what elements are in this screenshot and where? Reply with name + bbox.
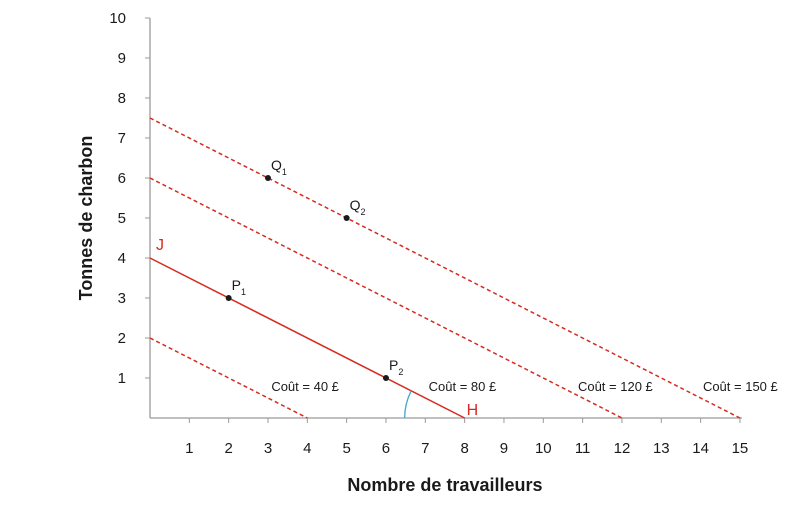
- y-tick-label: 6: [118, 170, 126, 187]
- point-q1: [264, 175, 271, 181]
- y-tick-label: 3: [118, 290, 126, 307]
- y-ticks: 1 2 3 4 5 6 7 8 9 10: [109, 10, 150, 387]
- y-tick-label: 8: [118, 90, 126, 107]
- x-tick-label: 4: [303, 440, 311, 457]
- x-tick-label: 8: [460, 440, 468, 457]
- label-j: J: [156, 237, 164, 254]
- y-tick-label: 7: [118, 130, 126, 147]
- point-label: Q2: [350, 197, 366, 217]
- y-tick-label: 9: [118, 50, 126, 67]
- y-tick-label: 4: [118, 250, 126, 267]
- cost-label: Coût = 40 £: [271, 379, 339, 394]
- budget-lines: [149, 117, 741, 419]
- x-tick-label: 7: [421, 440, 429, 457]
- x-tick-label: 1: [185, 440, 193, 457]
- cost-label: Coût = 120 £: [578, 379, 654, 394]
- x-tick-label: 14: [692, 440, 709, 457]
- isocost-line-dashed: [149, 117, 741, 419]
- point-label: P1: [232, 277, 246, 297]
- y-tick-label: 2: [118, 330, 126, 347]
- y-axis-title: Tonnes de charbon: [76, 136, 96, 301]
- y-tick-label: 5: [118, 210, 126, 227]
- x-tick-label: 10: [535, 440, 552, 457]
- x-tick-label: 11: [575, 440, 591, 457]
- x-tick-label: 12: [614, 440, 631, 457]
- point-p1: [225, 295, 232, 301]
- point-label: Q1: [271, 157, 287, 177]
- y-tick-label: 10: [109, 10, 126, 27]
- x-tick-label: 2: [224, 440, 232, 457]
- x-ticks: 1 2 3 4 5 6 7 8 9 10 11 12 13 14 15: [185, 418, 748, 457]
- x-tick-label: 9: [500, 440, 508, 457]
- data-points: P1 P2 Q1 Q2: [225, 157, 403, 381]
- isocost-line-solid: [149, 257, 465, 419]
- cost-label: Coût = 150 £: [703, 379, 779, 394]
- label-h: H: [467, 402, 479, 419]
- x-tick-label: 15: [732, 440, 749, 457]
- x-tick-label: 5: [342, 440, 350, 457]
- x-tick-label: 6: [382, 440, 390, 457]
- slope-angle-arc: [403, 390, 412, 419]
- x-tick-label: 13: [653, 440, 670, 457]
- point-label: P2: [389, 357, 403, 377]
- cost-label: Coût = 80 £: [429, 379, 497, 394]
- y-tick-label: 1: [118, 370, 126, 387]
- isocost-line-dashed: [149, 177, 623, 419]
- isocost-line-dashed: [149, 337, 308, 419]
- angle-arcs: [403, 390, 412, 419]
- point-p2: [382, 375, 389, 381]
- x-axis-title: Nombre de travailleurs: [347, 475, 542, 495]
- axes: [149, 18, 742, 419]
- annotations: J H Coût = 80 £ Coût = 40 £ Coût = 120 £ Coût…: [156, 237, 779, 419]
- x-tick-label: 3: [264, 440, 272, 457]
- point-q2: [343, 215, 350, 221]
